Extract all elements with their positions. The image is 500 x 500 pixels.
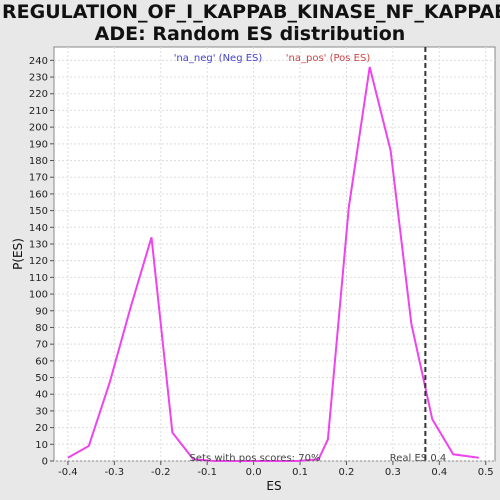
x-tick-label: 0.0 — [246, 467, 262, 478]
grid — [54, 47, 495, 462]
x-tick-label: -0.2 — [151, 467, 171, 478]
x-tick-label: 0.4 — [431, 467, 447, 478]
y-tick-label: 130 — [29, 239, 48, 250]
y-tick-label: 30 — [35, 406, 48, 417]
y-tick-label: 180 — [29, 156, 48, 167]
y-tick-label: 80 — [35, 323, 48, 334]
x-tick-label: -0.3 — [105, 467, 125, 478]
y-tick-label: 90 — [35, 306, 48, 317]
y-tick-label: 220 — [29, 89, 48, 100]
y-tick-label: 200 — [29, 123, 48, 134]
y-tick-label: 160 — [29, 189, 48, 200]
series-layer — [67, 66, 479, 462]
y-tick-label: 40 — [35, 390, 48, 401]
x-tick-label: -0.4 — [58, 467, 78, 478]
y-tick-label: 50 — [35, 373, 48, 384]
x-tick-label: 0.1 — [292, 467, 308, 478]
x-tick-label: 0.5 — [478, 467, 494, 478]
x-tick-label: 0.2 — [338, 467, 354, 478]
y-tick-label: 0 — [42, 457, 48, 468]
legend-neg: 'na_neg' (Neg ES) — [174, 53, 263, 64]
chart-title-line1: REGULATION_OF_I_KAPPAB_KINASE_NF_KAPPAB_… — [2, 1, 500, 23]
plot-area — [53, 46, 496, 462]
x-tick-label: -0.1 — [197, 467, 217, 478]
y-axis-ticks: 0 10 20 30 40 50 60 70 80 90 100 110 120 130 140 150 160… — [29, 56, 54, 468]
y-tick-label: 20 — [35, 423, 48, 434]
y-axis-label: P(ES) — [11, 238, 25, 270]
y-tick-label: 210 — [29, 106, 48, 117]
y-tick-label: 120 — [29, 256, 48, 267]
real-es-annotation: Real ES 0.4 — [390, 453, 446, 464]
y-tick-label: 150 — [29, 206, 48, 217]
x-axis-ticks: -0.4 -0.3 -0.2 -0.1 0.0 0.1 0.2 0.3 0.4 0.5 — [58, 461, 494, 478]
y-tick-label: 60 — [35, 356, 48, 367]
x-axis-label: ES — [266, 479, 281, 493]
y-tick-label: 10 — [35, 440, 48, 451]
y-tick-label: 110 — [29, 273, 48, 284]
legend-pos: 'na_pos' (Pos ES) — [286, 53, 371, 64]
y-tick-label: 230 — [29, 73, 48, 84]
x-tick-label: 0.3 — [385, 467, 401, 478]
y-tick-label: 240 — [29, 56, 48, 67]
chart-title-line2: ADE: Random ES distribution — [94, 23, 406, 45]
y-tick-label: 100 — [29, 290, 48, 301]
pos-scores-annotation: Sets with pos scores: 70% — [190, 453, 321, 464]
y-tick-label: 70 — [35, 340, 48, 351]
y-tick-label: 170 — [29, 173, 48, 184]
y-tick-label: 140 — [29, 223, 48, 234]
es-distribution-line — [67, 66, 479, 462]
y-tick-label: 190 — [29, 139, 48, 150]
